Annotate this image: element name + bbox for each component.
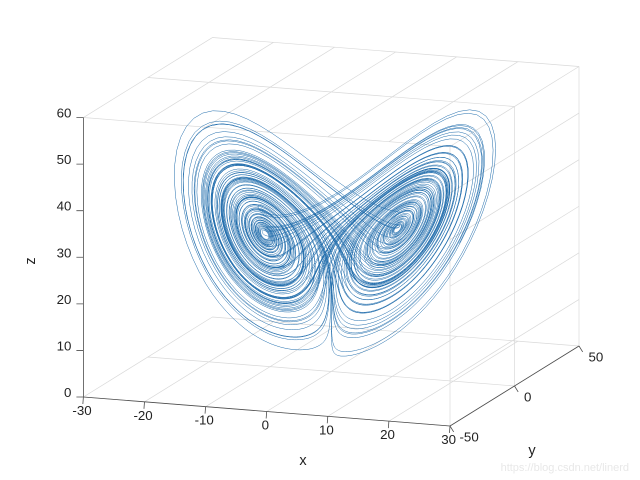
svg-text:10: 10 bbox=[57, 338, 72, 353]
svg-text:50: 50 bbox=[57, 152, 72, 167]
svg-text:y: y bbox=[528, 443, 536, 459]
svg-text:-50: -50 bbox=[460, 429, 479, 444]
svg-text:0: 0 bbox=[64, 385, 71, 400]
svg-text:20: 20 bbox=[380, 427, 395, 442]
svg-text:0: 0 bbox=[524, 389, 531, 404]
svg-text:-10: -10 bbox=[195, 413, 214, 428]
svg-text:30: 30 bbox=[441, 432, 456, 447]
svg-text:50: 50 bbox=[589, 349, 604, 364]
svg-text:40: 40 bbox=[57, 199, 72, 214]
svg-text:-20: -20 bbox=[133, 408, 152, 423]
svg-text:https://blog.csdn.net/linerd: https://blog.csdn.net/linerd bbox=[501, 462, 629, 474]
svg-text:0: 0 bbox=[262, 417, 269, 432]
svg-text:30: 30 bbox=[57, 245, 72, 260]
svg-text:20: 20 bbox=[57, 292, 72, 307]
svg-text:z: z bbox=[23, 257, 39, 264]
svg-text:-30: -30 bbox=[72, 403, 91, 418]
svg-text:x: x bbox=[299, 453, 307, 469]
svg-text:10: 10 bbox=[319, 422, 334, 437]
svg-text:60: 60 bbox=[57, 106, 72, 121]
